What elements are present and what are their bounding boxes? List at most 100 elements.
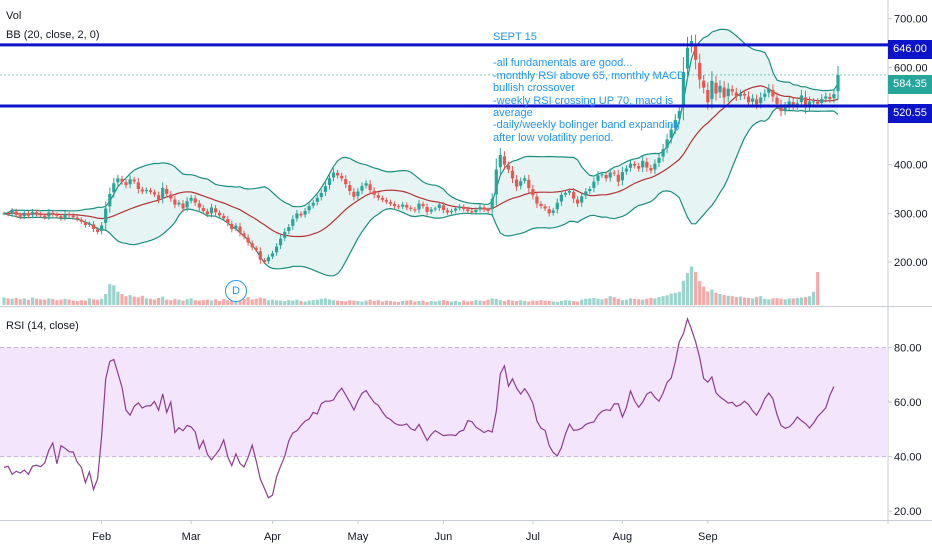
candle-body (10, 210, 14, 214)
volume-bar (405, 300, 409, 305)
volume-bar (535, 301, 539, 305)
volume-bar (43, 299, 47, 305)
candle-body (91, 224, 96, 229)
volume-bar (323, 298, 327, 305)
candle-body (230, 224, 234, 229)
volume-bar (600, 299, 604, 305)
volume-bar (116, 291, 120, 305)
last-price-tag: 584.35 (888, 75, 932, 94)
volume-bar (730, 296, 734, 305)
price-tag-520: 520.55 (888, 104, 932, 123)
candle-body (397, 206, 401, 208)
rsi-band-fill (0, 347, 888, 457)
volume-bar (266, 300, 270, 305)
volume-bar (633, 298, 637, 305)
volume-bar (214, 299, 218, 305)
volume-bar (563, 300, 567, 305)
volume-bar (177, 299, 181, 305)
volume-bar (470, 301, 474, 305)
time-tick-label: Jul (526, 531, 540, 543)
candle-body (169, 194, 173, 199)
candle-body (331, 172, 336, 178)
volume-bar (702, 286, 706, 305)
candle-body (352, 191, 356, 197)
candle-body (641, 160, 645, 168)
volume-bar (26, 299, 30, 305)
candle-body (755, 99, 759, 105)
candle-body (327, 178, 332, 185)
candle-body (197, 203, 201, 208)
candle-body (824, 96, 828, 99)
candle-body (486, 209, 490, 211)
candle-body (441, 205, 445, 210)
bollinger-upper-band (3, 28, 839, 214)
volume-bar (506, 299, 511, 305)
candle-body (51, 212, 55, 215)
candle-body (600, 174, 604, 176)
candle-body (551, 210, 555, 213)
volume-indicator-label[interactable]: Vol (6, 10, 22, 22)
volume-bar (165, 299, 169, 305)
volume-bar (706, 291, 710, 305)
candle-body (401, 204, 405, 207)
candle-body (79, 219, 83, 222)
volume-bar (356, 301, 360, 305)
candle-body (779, 104, 783, 112)
candle-body (148, 190, 153, 192)
volume-bar (14, 298, 18, 305)
volume-bar (779, 298, 783, 305)
volume-bar (51, 299, 55, 305)
volume-bar (87, 298, 91, 305)
volume-bar (734, 297, 738, 305)
volume-bar (417, 301, 421, 305)
candle-body (234, 225, 238, 229)
rsi-indicator-label[interactable]: RSI (14, close) (6, 320, 79, 332)
candle-body (649, 168, 653, 171)
volume-bar (466, 301, 470, 305)
volume-bar (104, 294, 108, 305)
dividend-event-marker[interactable]: D (225, 280, 247, 302)
volume-bar (714, 292, 718, 305)
volume-bar (803, 297, 808, 305)
candle-body (360, 186, 364, 191)
volume-bar (34, 298, 39, 305)
candle-body (616, 174, 620, 182)
candle-body (96, 229, 100, 232)
candle-body (559, 194, 563, 202)
candle-body (112, 183, 116, 193)
candle-body (157, 195, 161, 200)
volume-bar (226, 300, 230, 305)
annotation-line: -weekly RSI crossing UP 70, macd is (493, 94, 674, 107)
candle-body (246, 237, 250, 243)
candle-body (238, 226, 242, 233)
volume-bar (10, 298, 14, 305)
candle-body (100, 225, 104, 231)
volume-bar (494, 298, 498, 305)
candle-body (698, 62, 702, 80)
volume-bar (527, 301, 531, 305)
candle-body (311, 202, 315, 206)
candle-body (279, 238, 283, 246)
candle-body (718, 85, 722, 93)
annotation-line: bullish crossover (493, 82, 575, 95)
annotation-note[interactable]: SEPT 15 -all fundamentals are good... -m… (493, 31, 685, 144)
candle-body (669, 129, 673, 138)
candle-body (209, 207, 214, 214)
candle-body (820, 98, 824, 103)
candle-body (132, 179, 136, 182)
volume-bar (22, 298, 26, 305)
volume-bar (173, 298, 177, 305)
bollinger-indicator-label[interactable]: BB (20, close, 2, 0) (6, 29, 100, 41)
volume-bar (604, 298, 608, 305)
volume-bar (795, 298, 799, 305)
volume-bar (91, 299, 96, 305)
volume-bar (413, 301, 417, 305)
price-tick-label: 300.00 (894, 208, 928, 220)
candle-body (751, 98, 755, 102)
candle-body (136, 182, 140, 189)
volume-bar (458, 301, 462, 305)
candle-body (193, 198, 197, 203)
volume-bar (689, 266, 694, 305)
volume-bar (275, 300, 279, 305)
volume-bar (388, 301, 393, 305)
